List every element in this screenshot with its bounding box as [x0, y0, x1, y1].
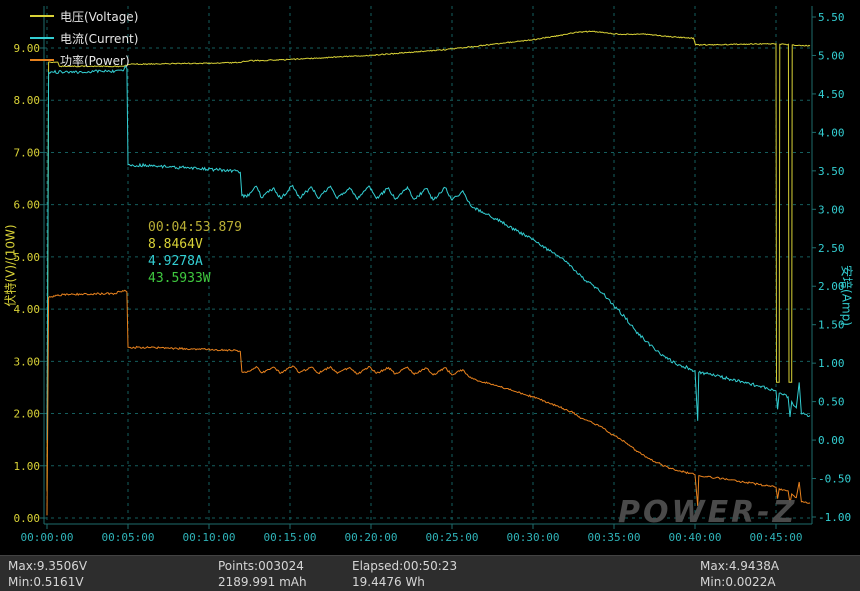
left-axis-title: 伏特(V)/(10W) — [3, 224, 18, 307]
tick-label: 4.00 — [818, 126, 845, 139]
chart-area: 9.00 8.00 7.00 6.00 5.00 4.00 3.00 2.00 1.00 0.00… — [3, 5, 854, 544]
legend-item-power[interactable]: 功率(Power) — [30, 49, 138, 71]
current-series-line — [46, 65, 811, 441]
status-voltage-min: Min:0.5161V — [8, 575, 84, 589]
tick-label: 00:05:00 — [102, 531, 155, 544]
status-points: Points:003024 — [218, 559, 304, 573]
voltage-swatch — [30, 15, 54, 17]
status-current-min: Min:0.0022A — [700, 575, 776, 589]
cursor-voltage: 8.8464V — [148, 237, 203, 252]
tick-label: 00:35:00 — [588, 531, 641, 544]
tick-label: 00:25:00 — [426, 531, 479, 544]
power-z-watermark: POWER-Z — [618, 495, 798, 530]
tick-label: 1.00 — [818, 357, 845, 370]
tick-label: 3.00 — [818, 203, 845, 216]
power-series-line — [46, 289, 811, 516]
power-swatch — [30, 59, 54, 61]
tick-label: 00:15:00 — [264, 531, 317, 544]
tick-label: 00:20:00 — [345, 531, 398, 544]
tick-label: 5.00 — [14, 251, 41, 264]
tick-label: 8.00 — [14, 94, 41, 107]
status-energy: 19.4476 Wh — [352, 575, 425, 589]
cursor-power: 43.5933W — [148, 271, 211, 286]
status-current-max: Max:4.9438A — [700, 559, 780, 573]
tick-label: 3.00 — [14, 355, 41, 368]
legend-label-power: 功率(Power) — [60, 53, 130, 68]
current-swatch — [30, 37, 54, 39]
legend-item-current[interactable]: 电流(Current) — [30, 27, 138, 49]
tick-label: 7.00 — [14, 146, 41, 159]
cursor-current: 4.9278A — [148, 254, 203, 269]
tick-label: 0.00 — [14, 512, 41, 525]
tick-label: 00:30:00 — [507, 531, 560, 544]
cursor-time: 00:04:53.879 — [148, 220, 242, 235]
cursor-readout: 00:04:53.879 8.8464V 4.9278A 43.5933W — [148, 219, 242, 287]
tick-label: 1.50 — [818, 319, 845, 332]
tick-label: 00:40:00 — [669, 531, 722, 544]
tick-label: 2.50 — [818, 242, 845, 255]
status-voltage-max: Max:9.3506V — [8, 559, 88, 573]
status-bar: Max:9.3506V Min:0.5161V Points:003024 21… — [0, 555, 860, 591]
tick-label: 6.00 — [14, 199, 41, 212]
tick-label: 2.00 — [14, 408, 41, 421]
voltage-series-line — [46, 30, 811, 491]
status-capacity: 2189.991 mAh — [218, 575, 307, 589]
tick-label: 9.00 — [14, 42, 41, 55]
chart-canvas: 9.00 8.00 7.00 6.00 5.00 4.00 3.00 2.00 1.00 0.00… — [14, 6, 851, 544]
tick-label: 4.50 — [818, 88, 845, 101]
tick-label: 5.00 — [818, 49, 845, 62]
tick-label: 0.00 — [818, 434, 845, 447]
status-elapsed: Elapsed:00:50:23 — [352, 559, 458, 573]
legend-label-current: 电流(Current) — [60, 31, 139, 46]
legend-label-voltage: 电压(Voltage) — [60, 9, 139, 24]
right-axis-title: 安培(Amp) — [839, 265, 854, 326]
tick-label: 00:10:00 — [183, 531, 236, 544]
tick-label: 00:00:00 — [21, 531, 74, 544]
legend: 电压(Voltage) 电流(Current) 功率(Power) — [30, 5, 138, 71]
tick-label: 2.00 — [818, 280, 845, 293]
tick-label: -1.00 — [818, 511, 851, 524]
tick-label: 3.50 — [818, 165, 845, 178]
tick-label: 4.00 — [14, 303, 41, 316]
legend-item-voltage[interactable]: 电压(Voltage) — [30, 5, 138, 27]
tick-label: -0.50 — [818, 473, 851, 486]
tick-label: 00:45:00 — [750, 531, 803, 544]
tick-label: 5.50 — [818, 11, 845, 24]
tick-label: 1.00 — [14, 460, 41, 473]
tick-label: 0.50 — [818, 396, 845, 409]
